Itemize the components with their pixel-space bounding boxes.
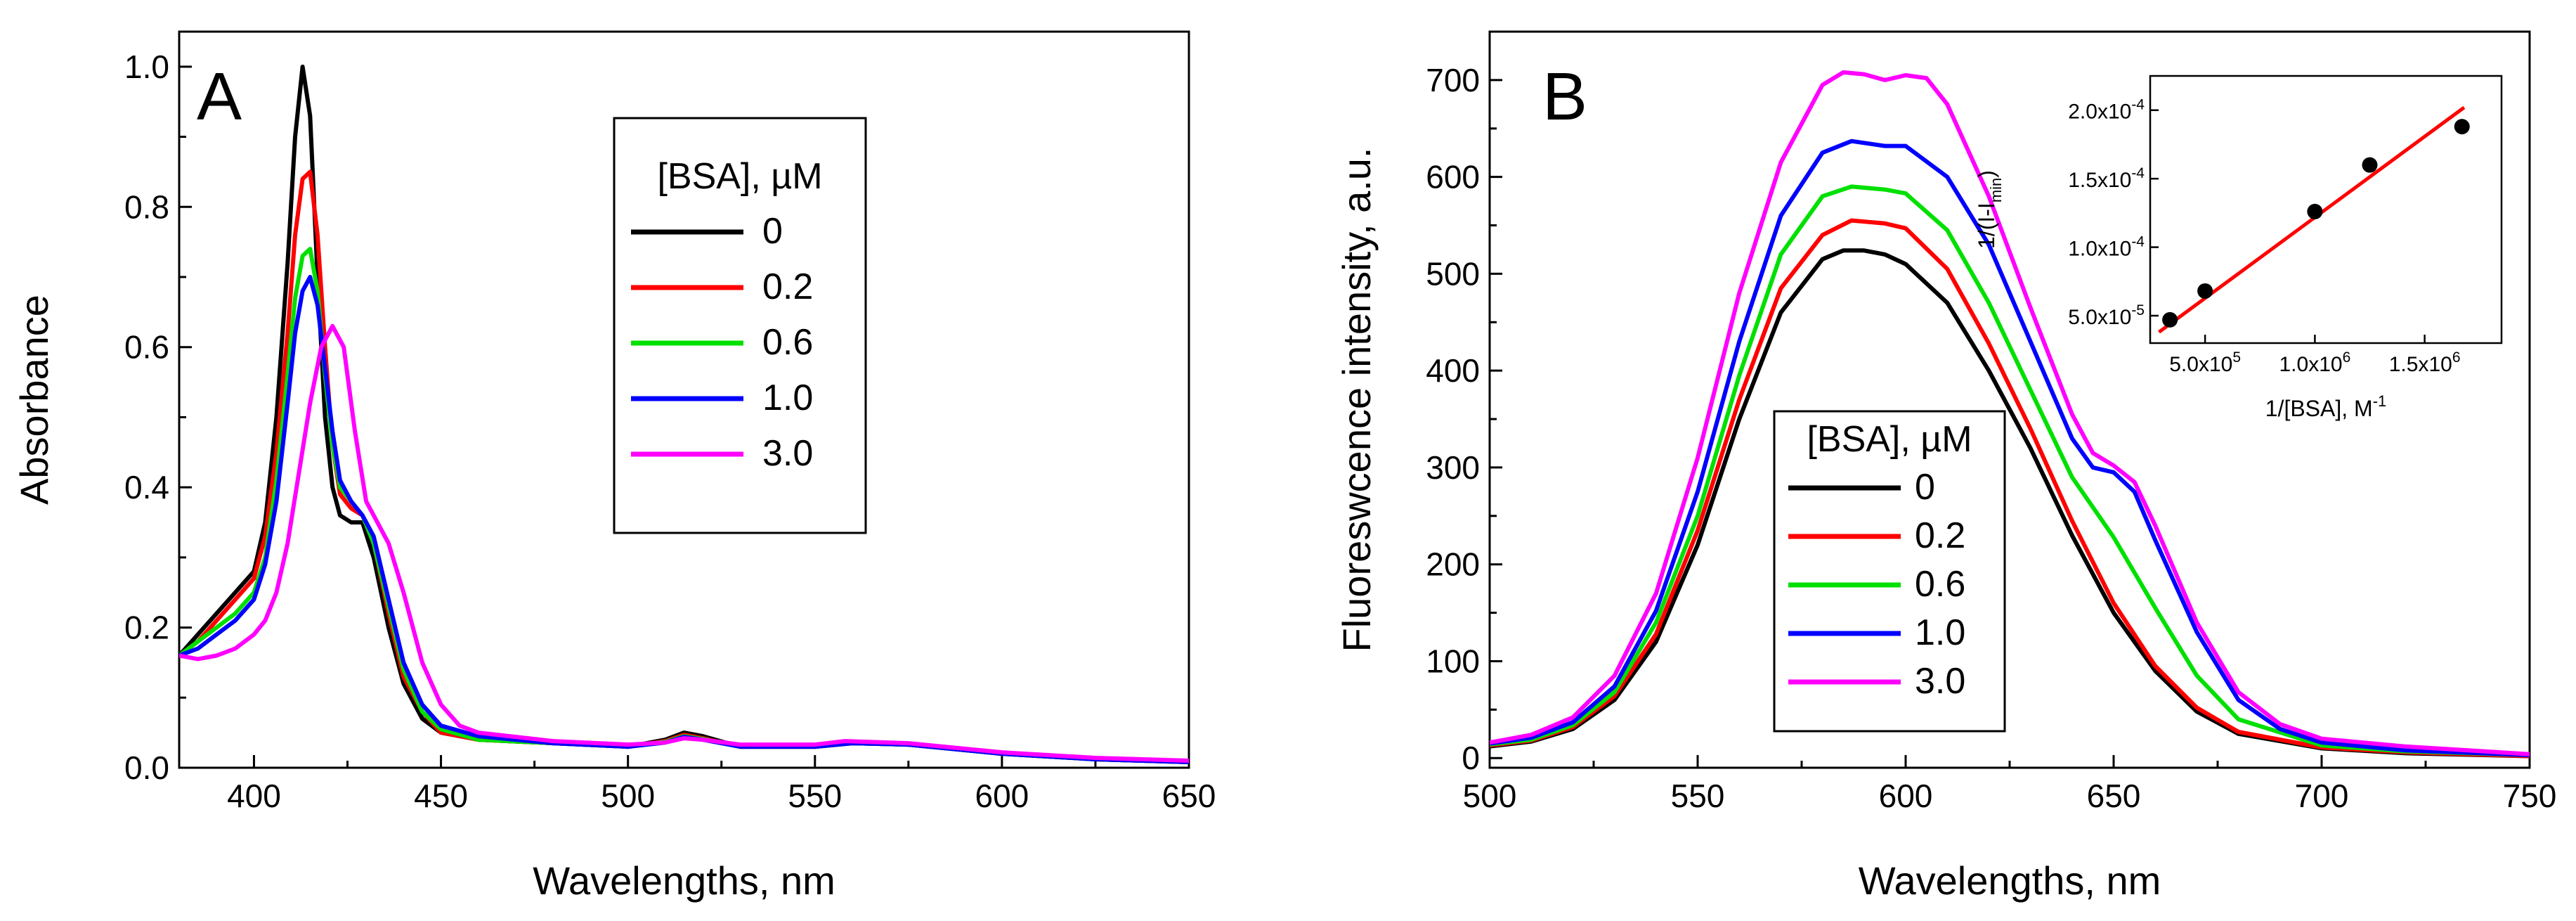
- legend-title: [BSA], µM: [657, 156, 822, 197]
- series-line-0.6: [1490, 184, 2530, 758]
- legend-label-0.6: 0.6: [762, 322, 813, 363]
- label-base: 1/[BSA], M: [2265, 396, 2373, 421]
- label-base: 1/(I-I: [1974, 202, 1999, 249]
- inset-data-point: [2362, 157, 2378, 173]
- series-line-3.0: [1490, 70, 2530, 756]
- inset-x-axis-label: 1/[BSA], M-1: [2265, 392, 2387, 421]
- panel-b: 500 550 600 650 700 7500100200300400500600700…: [1334, 30, 2557, 903]
- y-tick-label: 600: [1426, 159, 1480, 195]
- legend-box: [1773, 410, 2006, 733]
- tick-base: 2.0x10: [2068, 101, 2131, 124]
- y-tick-label: 0.6: [124, 329, 169, 366]
- x-tick-label: 750: [2503, 778, 2557, 814]
- label-end: ): [1974, 170, 1999, 178]
- y-tick-label: 700: [1426, 62, 1480, 98]
- inset-chart: 5.0x105 1.0x106 1.5x1065.0x10-51.0x10-41.5…: [1974, 75, 2503, 421]
- panel-letter: B: [1542, 59, 1587, 134]
- label-sub: min: [1987, 178, 2005, 202]
- y-tick-label: 0: [1462, 740, 1480, 776]
- x-axis-label: Wavelengths, nm: [1859, 858, 2161, 903]
- tick-exponent: 6: [2343, 349, 2351, 366]
- x-tick-label: 550: [788, 778, 842, 814]
- legend-label-1.0: 1.0: [762, 378, 813, 418]
- legend-label-3.0: 3.0: [762, 433, 813, 474]
- inset-data-point: [2454, 119, 2470, 135]
- x-tick-label: 500: [601, 778, 655, 814]
- legend-label-1.0: 1.0: [1915, 612, 1965, 653]
- series-line-0.2: [1490, 218, 2530, 759]
- y-axis-label: Absorbance: [12, 295, 56, 505]
- inset-y-tick-label: 1.5x10-4: [2068, 165, 2145, 192]
- x-tick-label: 550: [1671, 778, 1725, 814]
- y-tick-label: 0.4: [124, 469, 169, 505]
- inset-x-tick-label: 1.0x106: [2279, 349, 2350, 376]
- legend-label-0.6: 0.6: [1915, 564, 1965, 605]
- legend-title: [BSA], µM: [1807, 419, 1972, 460]
- legend-label-0.2: 0.2: [1915, 515, 1965, 556]
- y-axis-label: Fluoreswcence intensity, a.u.: [1334, 148, 1379, 652]
- legend-label-3.0: 3.0: [1915, 661, 1965, 702]
- panel-letter: A: [197, 59, 242, 134]
- panel-a: 400 450 500 550 600 650 0.0 0.2 0.4 0.6 0.8 1.0 Wave…: [12, 30, 1216, 903]
- plot-frame: [178, 30, 1190, 769]
- tick-base: 5.0x10: [2068, 306, 2131, 329]
- y-tick-label: 400: [1426, 352, 1480, 389]
- tick-base: 1.0x10: [2279, 353, 2342, 376]
- y-tick-label: 0.8: [124, 188, 169, 225]
- tick-base: 1.5x10: [2068, 169, 2131, 192]
- tick-base: 1.5x10: [2389, 353, 2452, 376]
- tick-exponent: -4: [2131, 97, 2145, 113]
- inset-x-tick-label: 5.0x105: [2169, 349, 2241, 376]
- series-line-3.0: [179, 323, 1189, 763]
- inset-y-tick-label: 2.0x10-4: [2068, 97, 2145, 124]
- x-tick-label: 500: [1463, 778, 1517, 814]
- x-tick-label: 600: [1879, 778, 1933, 814]
- inset-x-tick-label: 1.5x106: [2389, 349, 2461, 376]
- tick-exponent: 5: [2232, 349, 2241, 366]
- series-line-0: [1490, 248, 2530, 759]
- legend-label-0.2: 0.2: [762, 266, 813, 307]
- tick-base: 5.0x10: [2169, 353, 2232, 376]
- legend: [BSA], µM 0 0.2 0.6 1.0 3.0: [613, 117, 867, 534]
- legend-box: [613, 117, 867, 534]
- inset-y-axis-label: 1/(I-Imin): [1974, 170, 2005, 249]
- y-tick-label: 1.0: [124, 49, 169, 85]
- y-tick-label: 500: [1426, 255, 1480, 292]
- inset-data-point: [2307, 203, 2323, 219]
- x-tick-label: 600: [975, 778, 1029, 814]
- legend-label-0: 0: [762, 211, 783, 252]
- x-axis-label: Wavelengths, nm: [533, 858, 835, 903]
- y-tick-label: 100: [1426, 643, 1480, 679]
- y-tick-label: 200: [1426, 546, 1480, 583]
- tick-base: 1.0x10: [2068, 238, 2131, 261]
- legend-label-0: 0: [1915, 467, 1935, 508]
- tick-exponent: -4: [2131, 234, 2145, 250]
- inset-data-point: [2162, 311, 2178, 328]
- tick-exponent: 6: [2452, 349, 2461, 366]
- inset-data-point: [2197, 283, 2213, 299]
- label-sup: -1: [2373, 392, 2387, 410]
- y-tick-label: 300: [1426, 449, 1480, 486]
- x-tick-label: 400: [227, 778, 281, 814]
- x-tick-label: 650: [1162, 778, 1216, 814]
- x-tick-label: 450: [414, 778, 468, 814]
- inset-y-tick-label: 5.0x10-5: [2068, 302, 2145, 329]
- x-tick-label: 700: [2295, 778, 2349, 814]
- tick-exponent: -5: [2131, 302, 2145, 318]
- legend: [BSA], µM 0 0.2 0.6 1.0 3.0: [1773, 410, 2006, 733]
- y-tick-label: 0.0: [124, 749, 169, 786]
- x-tick-label: 650: [2087, 778, 2141, 814]
- y-tick-label: 0.2: [124, 610, 169, 646]
- tick-exponent: -4: [2131, 165, 2145, 181]
- inset-y-tick-label: 1.0x10-4: [2068, 234, 2145, 261]
- series-line-1.0: [1490, 139, 2530, 758]
